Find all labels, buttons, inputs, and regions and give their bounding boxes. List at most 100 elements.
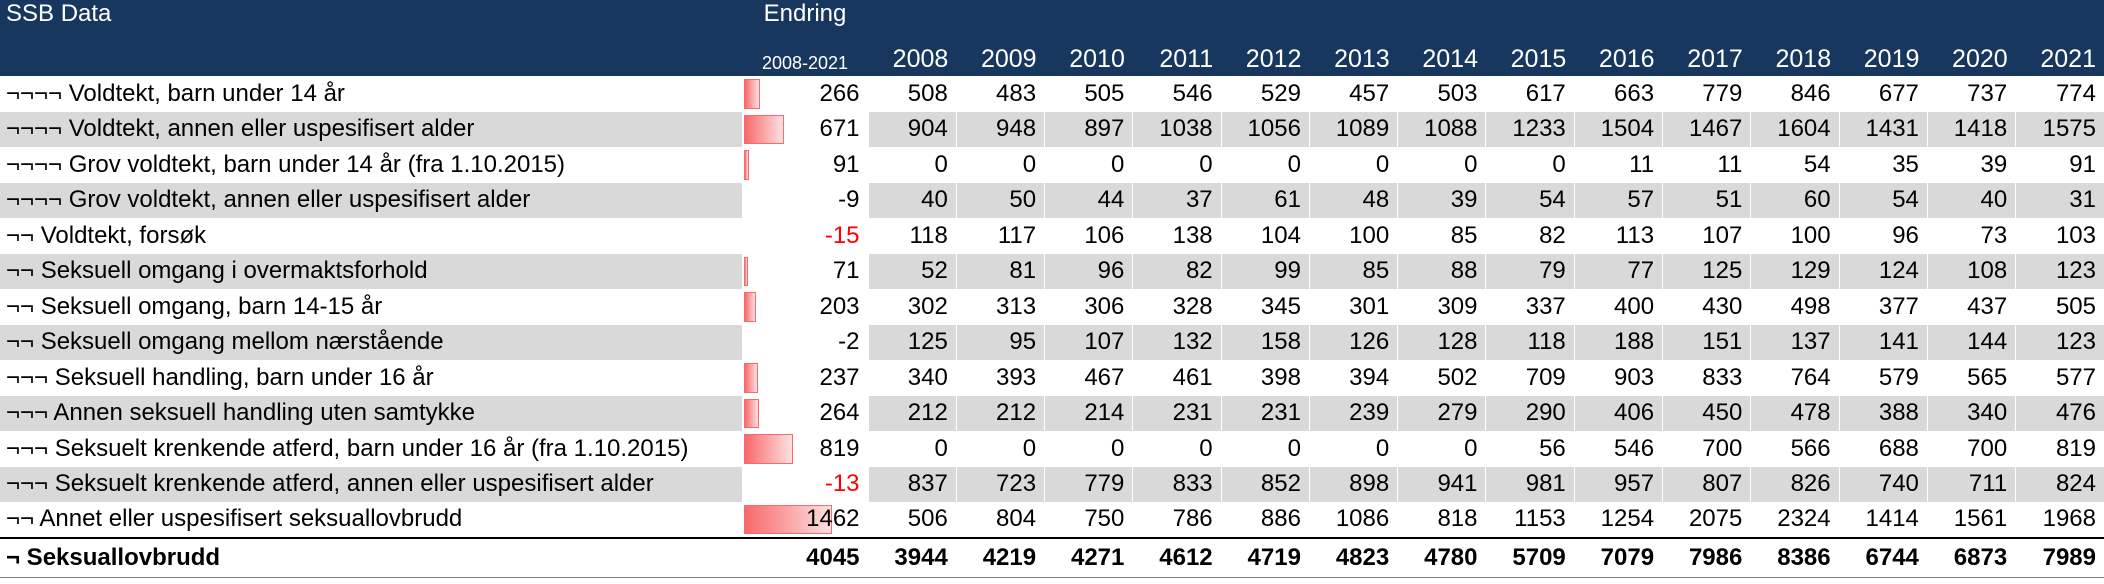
year-value: 99 (1220, 253, 1310, 289)
year-value: 437 (1926, 289, 2016, 325)
year-value: 39 (1397, 182, 1486, 218)
change-bar (743, 114, 784, 144)
year-value: 54 (1485, 182, 1575, 218)
year-value: 1968 (2015, 502, 2104, 538)
year-value: 306 (1044, 289, 1133, 325)
year-value: 1038 (1132, 111, 1222, 147)
year-value: 461 (1132, 360, 1222, 396)
year-value: 302 (867, 289, 957, 325)
table-row: ¬¬ Seksuell omgang i overmaktsforhold 71 5… (0, 253, 2104, 289)
year-value: 0 (867, 147, 957, 183)
year-value: 400 (1573, 289, 1663, 325)
total-year-value: 5709 (1485, 536, 1575, 578)
year-value: 56 (1485, 431, 1575, 467)
year-value: 406 (1573, 395, 1663, 431)
year-value: 61 (1220, 182, 1310, 218)
year-header: 2018 (1750, 38, 1840, 76)
year-value: 103 (2015, 218, 2104, 254)
table-title: SSB Data (0, 0, 743, 38)
year-value: 779 (1662, 76, 1751, 112)
table-row: ¬¬¬¬ Voldtekt, barn under 14 år 266 508 483… (0, 76, 2104, 112)
year-value: 48 (1308, 182, 1398, 218)
table-row: ¬¬¬ Seksuelt krenkende atferd, annen ell… (0, 466, 2104, 502)
year-value: 57 (1573, 182, 1663, 218)
year-header: 2014 (1397, 38, 1486, 76)
year-value: 579 (1838, 360, 1928, 396)
year-value: 774 (2015, 76, 2104, 112)
table-row: ¬¬ Seksuell omgang mellom nærstående -2 12… (0, 324, 2104, 360)
table-row: ¬¬¬ Seksuell handling, barn under 16 år 2… (0, 360, 2104, 396)
row-label: ¬¬¬¬ Voldtekt, annen eller uspesifisert … (0, 111, 743, 147)
row-label: ¬¬ Seksuell omgang, barn 14-15 år (0, 289, 743, 325)
year-value: 467 (1044, 360, 1133, 396)
year-value: 804 (955, 502, 1045, 538)
year-value: 546 (1132, 76, 1222, 112)
change-value: 819 (819, 434, 860, 462)
change-cell: 819 (741, 431, 869, 467)
year-value: 1414 (1838, 502, 1928, 538)
year-value: 313 (955, 289, 1045, 325)
year-value: 107 (1044, 324, 1133, 360)
change-cell: 237 (741, 360, 869, 396)
year-value: 430 (1662, 289, 1751, 325)
year-value: 1088 (1397, 111, 1486, 147)
year-value: 44 (1044, 182, 1133, 218)
year-header: 2021 (2015, 38, 2104, 76)
year-value: 96 (1838, 218, 1928, 254)
year-header: 2017 (1662, 38, 1751, 76)
year-value: 737 (1926, 76, 2016, 112)
year-value: 95 (955, 324, 1045, 360)
year-value: 328 (1132, 289, 1222, 325)
year-value: 77 (1573, 253, 1663, 289)
year-value: 807 (1662, 466, 1751, 502)
year-value: 340 (1926, 395, 2016, 431)
year-value: 239 (1308, 395, 1398, 431)
table-row: ¬¬¬¬ Grov voldtekt, annen eller uspesifi… (0, 182, 2104, 218)
change-value: -13 (824, 470, 860, 498)
row-label: ¬¬¬¬ Grov voldtekt, annen eller uspesifi… (0, 182, 743, 218)
table-body: ¬¬¬¬ Voldtekt, barn under 14 år 266 508 483… (0, 76, 2104, 578)
year-value: 40 (1926, 182, 2016, 218)
year-value: 96 (1044, 253, 1133, 289)
table-header: SSB Data Endring 2008-2021 2008 2009 2010 2… (0, 0, 2104, 76)
year-value: 0 (1044, 431, 1133, 467)
year-value: 529 (1220, 76, 1310, 112)
year-value: 214 (1044, 395, 1133, 431)
year-value: 1254 (1573, 502, 1663, 538)
year-value: 125 (867, 324, 957, 360)
year-value: 786 (1132, 502, 1222, 538)
year-value: 903 (1573, 360, 1663, 396)
row-label: ¬¬ Seksuell omgang mellom nærstående (0, 324, 743, 360)
table-row: ¬¬¬¬ Voldtekt, annen eller uspesifisert … (0, 111, 2104, 147)
year-value: 290 (1485, 395, 1575, 431)
year-value: 11 (1662, 147, 1751, 183)
year-value: 709 (1485, 360, 1575, 396)
year-value: 1418 (1926, 111, 2016, 147)
table-row: ¬¬¬ Seksuelt krenkende atferd, barn unde… (0, 431, 2104, 467)
year-value: 113 (1573, 218, 1663, 254)
year-value: 54 (1838, 182, 1928, 218)
year-value: 617 (1485, 76, 1575, 112)
total-label: ¬ Seksuallovbrudd (0, 536, 743, 578)
change-cell: 266 (741, 76, 869, 112)
total-change: 4045 (741, 536, 869, 578)
table-row: ¬¬¬ Annen seksuell handling uten samtykk… (0, 395, 2104, 431)
change-bar (743, 505, 832, 534)
year-value: 117 (955, 218, 1045, 254)
year-value: 11 (1573, 147, 1663, 183)
total-year-value: 4612 (1132, 536, 1222, 578)
year-header: 2008 (868, 38, 957, 76)
change-cell: 203 (741, 289, 869, 325)
year-value: 125 (1662, 253, 1751, 289)
year-value: 0 (1397, 147, 1486, 183)
year-value: 309 (1397, 289, 1486, 325)
year-header: 2011 (1132, 38, 1222, 76)
total-year-value: 4823 (1308, 536, 1398, 578)
change-bar (743, 292, 756, 322)
year-value: 1504 (1573, 111, 1663, 147)
year-value: 898 (1308, 466, 1398, 502)
year-value: 2075 (1662, 502, 1751, 538)
row-label: ¬¬¬¬ Grov voldtekt, barn under 14 år (fr… (0, 147, 743, 183)
year-value: 478 (1750, 395, 1840, 431)
